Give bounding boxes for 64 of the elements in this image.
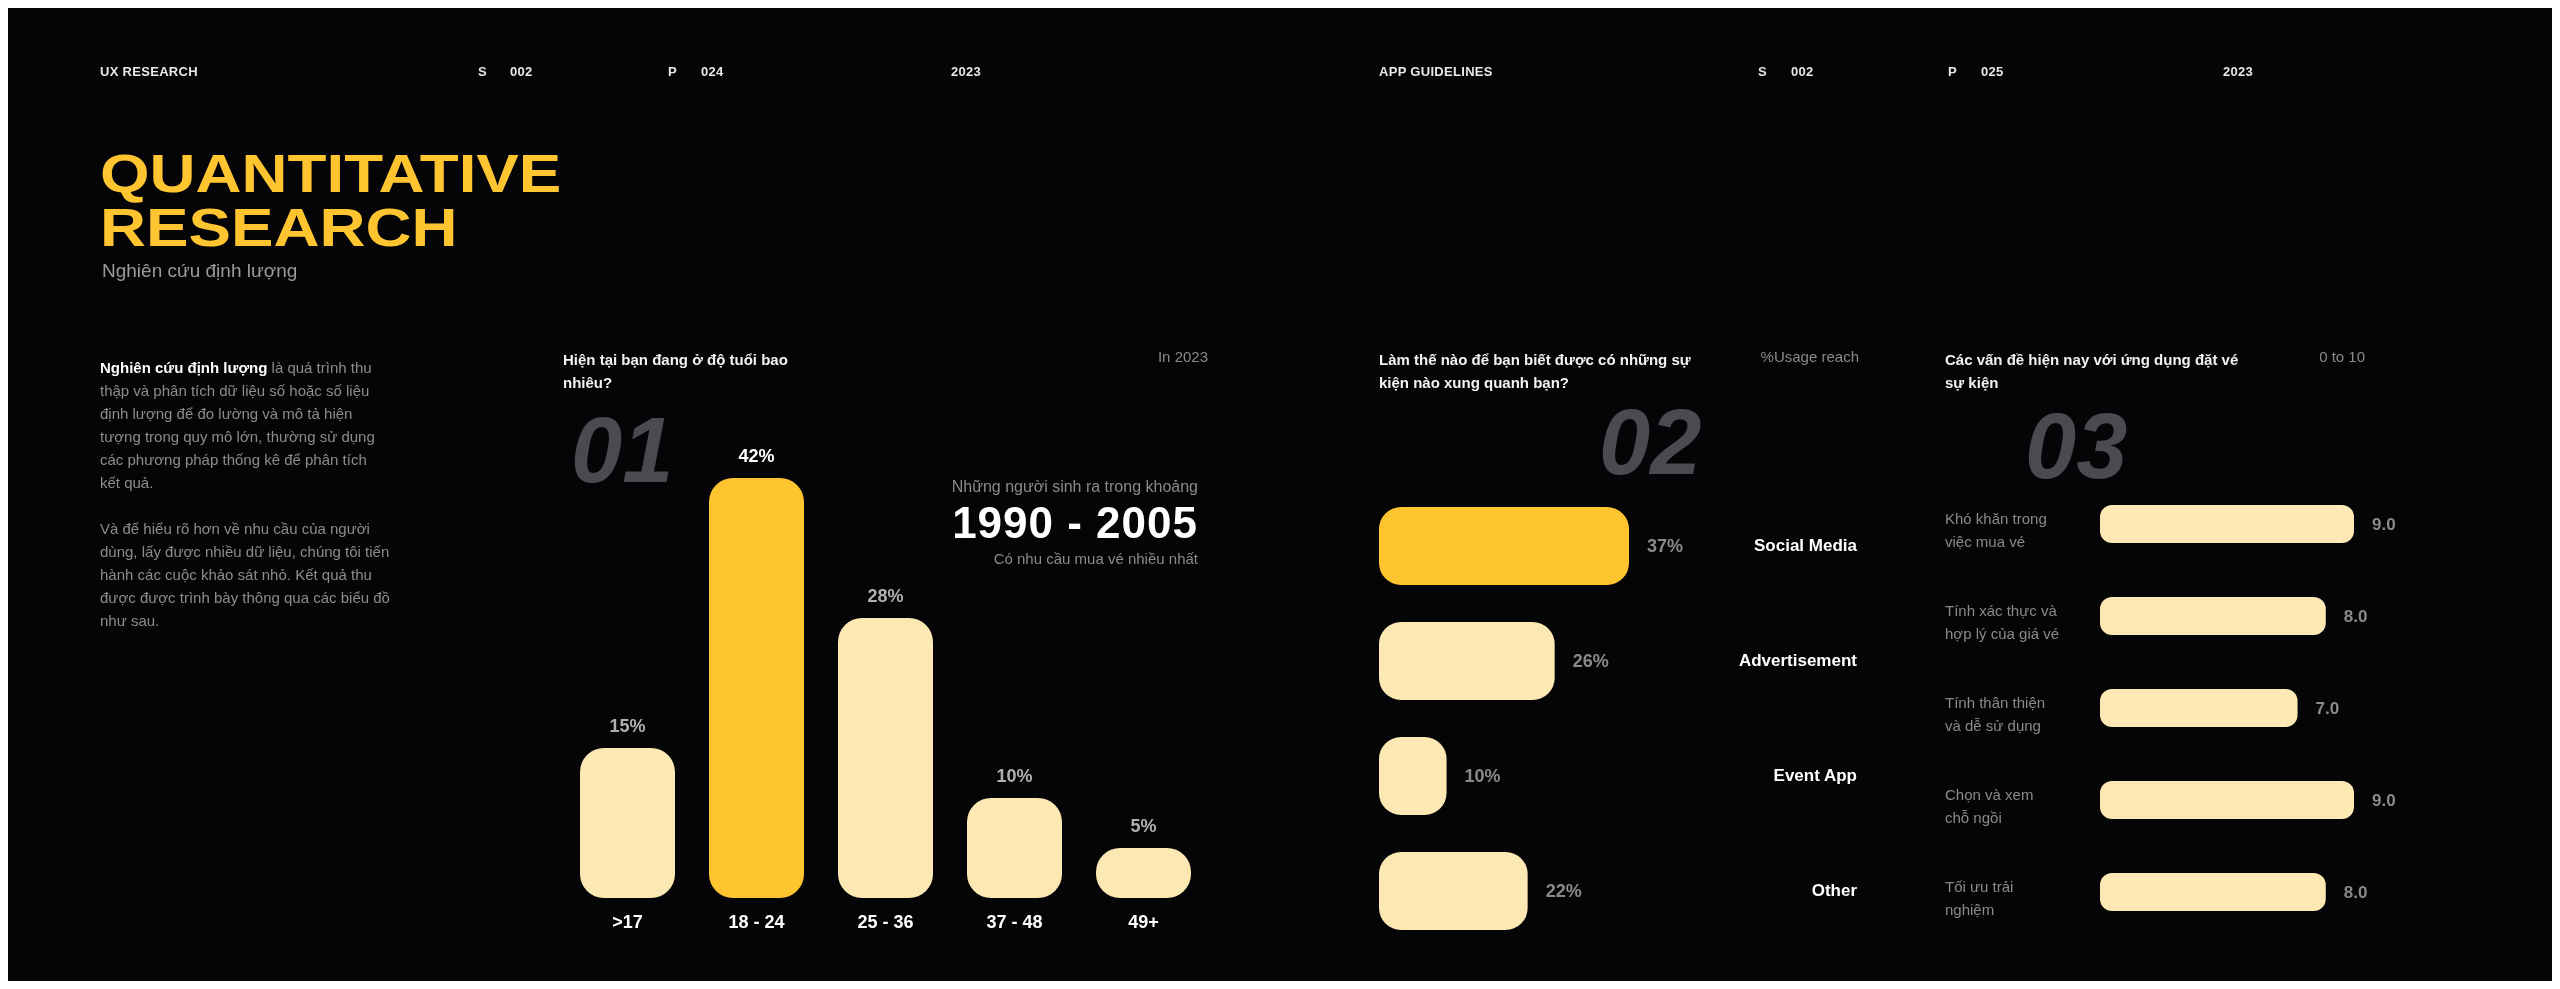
data-label: 15% — [609, 716, 646, 736]
bar — [838, 618, 933, 898]
bar — [1379, 507, 1629, 585]
y-tick-label: Tính xác thực và hợp lý của giá vé — [1945, 602, 2060, 642]
bar — [709, 478, 804, 898]
data-label: 9.0 — [2372, 514, 2396, 534]
data-label: 28% — [867, 586, 904, 606]
text: S — [478, 64, 487, 79]
x-tick-label: 37 - 48 — [986, 912, 1043, 932]
text: P — [668, 64, 677, 79]
bar — [967, 798, 1062, 898]
y-tick-label: Chọn và xem chỗ ngồi — [1945, 786, 2034, 826]
x-tick-label: 25 - 36 — [857, 912, 914, 932]
data-label: 37% — [1647, 536, 1684, 556]
text: %Usage reach — [1760, 348, 1859, 365]
annotation: 01 — [571, 398, 674, 503]
text: P — [1948, 64, 1957, 79]
text: 002 — [1791, 64, 1814, 79]
text: QUANTITATIVE RESEARCH — [100, 143, 563, 257]
bar — [1379, 622, 1555, 700]
text: 024 — [701, 64, 724, 79]
chart-subtitle: 0 to 10 — [2319, 348, 2365, 365]
chart-title: Hiện tại bạn đang ở độ tuổi bao nhiêu? — [563, 350, 789, 393]
bar — [1379, 852, 1528, 930]
y-tick-label: Event App — [1773, 766, 1857, 785]
data-label: 9.0 — [2372, 790, 2396, 810]
annotation: 1990 - 2005 — [952, 498, 1198, 548]
y-tick-label: Other — [1811, 881, 1858, 900]
annotation: 02 — [1599, 390, 1702, 495]
y-tick-label: Advertisement — [1738, 651, 1858, 670]
x-tick-label: 18 - 24 — [728, 912, 785, 932]
data-label: 10% — [1464, 766, 1501, 786]
data-label: 8.0 — [2343, 606, 2368, 626]
y-tick-label: Tính thân thiện và dễ sử dụng — [1945, 694, 2046, 734]
annotation: 03 — [2025, 394, 2128, 499]
text: Và để hiểu rõ hơn về nhu cầu của người dùng, lấy được nhiều dữ liệu, chúng tôi tiến hành các cuộc khảo sát nhỏ. Kết quả thu được được trình bày thông qua các biểu đồ như sau. — [100, 519, 390, 631]
data-label: 10% — [996, 766, 1033, 786]
data-label: 22% — [1545, 881, 1582, 901]
bar — [1379, 737, 1447, 815]
x-tick-label: >17 — [612, 912, 643, 932]
text: Nghiên cứu định lượng — [100, 359, 268, 376]
y-tick-label: Khó khăn trong việc mua vé — [1945, 510, 2047, 550]
annotation: Có nhu cầu mua vé nhiều nhất — [993, 550, 1198, 567]
text: APP GUIDELINES — [1379, 64, 1493, 79]
data-label: 8.0 — [2343, 882, 2368, 902]
chart-title: Làm thế nào để bạn biết được có những sự kiện nào xung quanh bạn? — [1379, 351, 1691, 391]
data-label: 5% — [1130, 816, 1157, 836]
chart-subtitle: In 2023 — [1157, 348, 1208, 365]
text: UX RESEARCH — [100, 64, 198, 79]
data-label: 42% — [738, 446, 775, 466]
text: 025 — [1981, 64, 2004, 79]
text: 2023 — [951, 64, 982, 79]
chart-title: Các vấn đề hiện nay với ứng dụng đặt vé sự kiện — [1945, 350, 2240, 393]
annotation: Những người sinh ra trong khoảng — [951, 478, 1198, 496]
y-tick-label: Social Media — [1754, 536, 1858, 555]
bar — [580, 748, 675, 898]
text: 2023 — [2223, 64, 2254, 79]
text: 002 — [510, 64, 533, 79]
text: Nghiên cứu định lượng — [102, 260, 298, 282]
x-tick-label: 49+ — [1128, 912, 1159, 932]
data-label: 7.0 — [2315, 698, 2340, 718]
text: S — [1758, 64, 1767, 79]
y-tick-label: Tối ưu trải nghiệm — [1945, 878, 2014, 918]
data-label: 26% — [1572, 651, 1609, 671]
